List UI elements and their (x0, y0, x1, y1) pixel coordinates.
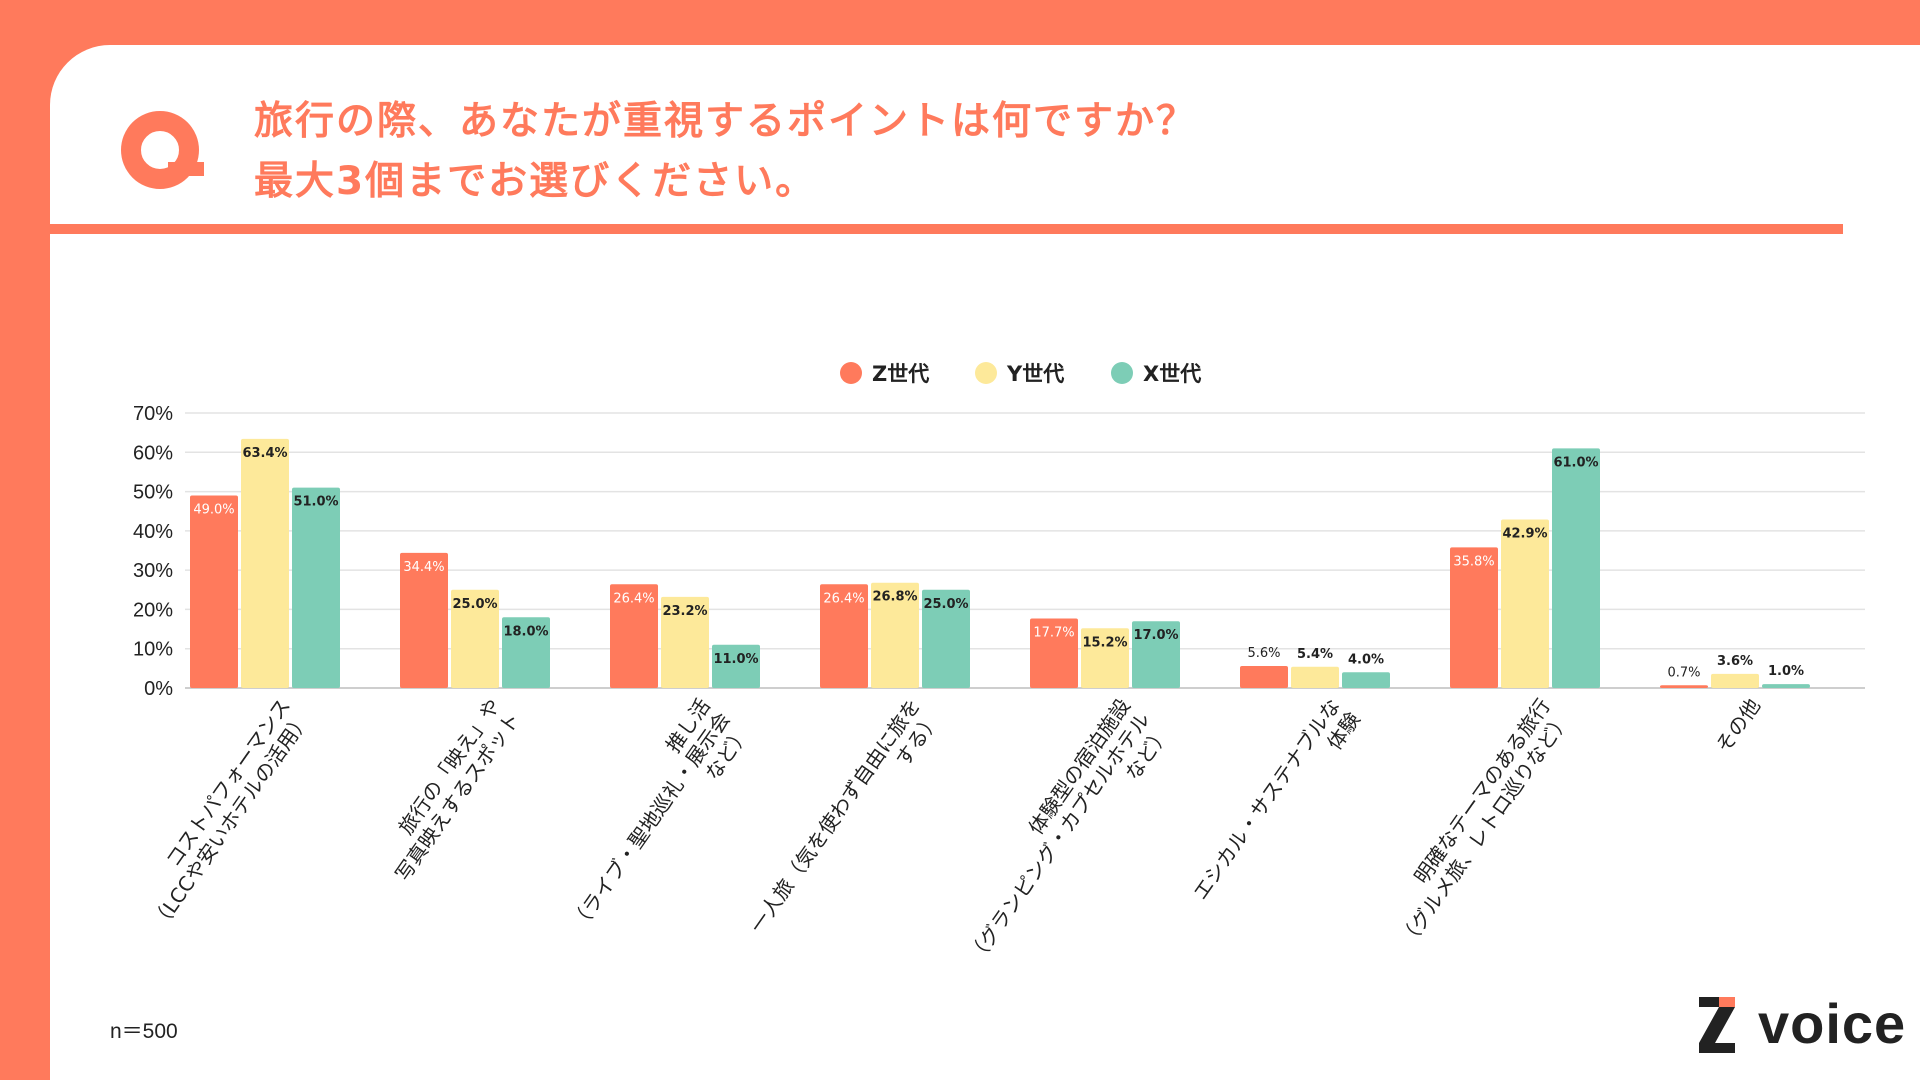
bar (820, 584, 868, 688)
question-line-1: 旅行の際、あなたが重視するポイントは何ですか？ (254, 99, 1198, 144)
x-tick-label-line: （ライブ・聖地巡礼・展示会 (566, 708, 735, 935)
y-tick-label: 0% (144, 678, 173, 700)
bar-value-label: 63.4% (242, 446, 287, 461)
bar (712, 644, 760, 688)
bar-value-label: 3.6% (1717, 654, 1753, 669)
header-divider (50, 224, 1843, 234)
bar (871, 582, 919, 688)
bar (190, 495, 238, 688)
y-tick-label: 10% (133, 639, 173, 661)
q-icon (121, 111, 204, 189)
y-tick-label: 40% (133, 521, 173, 543)
x-tick-label-line: （グルメ旅、レトロ巡りなど） (1394, 708, 1574, 951)
question-line-2: 最大3個までお選びください。 (254, 159, 817, 204)
legend-label-3: X世代 (1143, 362, 1201, 386)
bar (610, 584, 658, 688)
x-tick-label: コストパフォーマンス（LCCや安いホテルの活用） (146, 694, 314, 934)
x-tick-label-line: その他 (1711, 694, 1765, 757)
x-tick-label: その他 (1711, 694, 1765, 757)
bar (1081, 628, 1129, 688)
bar-value-label: 51.0% (293, 495, 338, 510)
bar (1711, 673, 1759, 688)
bar-value-label: 15.2% (1082, 635, 1127, 650)
x-tick-label-line: （LCCや安いホテルの活用） (146, 708, 314, 934)
bar (241, 438, 289, 688)
x-tick-label-line: （グランピング・カプセルホテル (963, 708, 1155, 968)
legend-marker-3 (1111, 362, 1133, 384)
bar-value-label: 11.0% (713, 652, 758, 667)
content-card (50, 45, 1920, 1080)
y-tick-label: 20% (133, 599, 173, 621)
bar-value-label: 26.8% (872, 590, 917, 605)
bar (1660, 685, 1708, 688)
bar-value-label: 4.0% (1348, 652, 1384, 667)
bar-value-label: 42.9% (1502, 526, 1547, 541)
bar (1762, 684, 1810, 688)
z-icon (1699, 997, 1735, 1053)
bar (451, 589, 499, 688)
bar-value-label: 49.0% (193, 503, 234, 518)
brand-logo: voice (1695, 992, 1905, 1060)
y-tick-label: 30% (133, 560, 173, 582)
bar (400, 552, 448, 688)
bar (1030, 618, 1078, 688)
bar-value-label: 17.0% (1133, 628, 1178, 643)
brand-name: voice (1758, 992, 1907, 1055)
bar (1552, 448, 1600, 688)
question-title: 旅行の際、あなたが重視するポイントは何ですか？ 最大3個までお選びください。 (254, 92, 1197, 212)
bar (1240, 666, 1288, 688)
bar-value-label: 26.4% (613, 591, 654, 606)
bar (1501, 519, 1549, 688)
bar (661, 596, 709, 688)
bar (1342, 672, 1390, 688)
bar-value-label: 1.0% (1768, 664, 1804, 679)
bar (1291, 666, 1339, 688)
bar (922, 589, 970, 688)
bar-value-label: 34.4% (403, 560, 444, 575)
bar-value-label: 0.7% (1667, 665, 1700, 680)
legend-label-1: Z世代 (872, 362, 929, 386)
bar-value-label: 17.7% (1033, 625, 1074, 640)
x-tick-label-line: 一人旅（気を使わず自由に旅を (745, 694, 925, 937)
bar-value-label: 25.0% (923, 597, 968, 612)
legend-marker-1 (840, 362, 862, 384)
legend-label-2: Y世代 (1006, 362, 1064, 386)
y-tick-label: 70% (133, 403, 173, 425)
bar (1132, 621, 1180, 688)
x-tick-label-line: エシカル・サステナブルな (1188, 694, 1345, 904)
legend-marker-2 (975, 362, 997, 384)
bar-value-label: 5.4% (1297, 647, 1333, 662)
bar-value-label: 26.4% (823, 591, 864, 606)
bar-value-label: 35.8% (1453, 554, 1494, 569)
x-tick-label-line: 明確なテーマのある旅行 (1409, 694, 1555, 888)
y-tick-label: 50% (133, 482, 173, 504)
bar-value-label: 25.0% (452, 597, 497, 612)
sample-size-label: n＝500 (110, 1020, 178, 1043)
bar (502, 617, 550, 688)
x-tick-label: 明確なテーマのある旅行（グルメ旅、レトロ巡りなど） (1394, 694, 1574, 951)
bar-value-label: 61.0% (1553, 455, 1598, 470)
bar (292, 487, 340, 688)
bar (1450, 547, 1498, 688)
bar-value-label: 5.6% (1247, 646, 1280, 661)
bar-value-label: 23.2% (662, 604, 707, 619)
bar-chart: 0% 10% 20% 30% 40% 50% 60% 70% Z世代 Y世代 X世代 49.0% 63.… (133, 362, 1865, 968)
bar-value-label: 18.0% (503, 624, 548, 639)
y-tick-label: 60% (133, 442, 173, 464)
